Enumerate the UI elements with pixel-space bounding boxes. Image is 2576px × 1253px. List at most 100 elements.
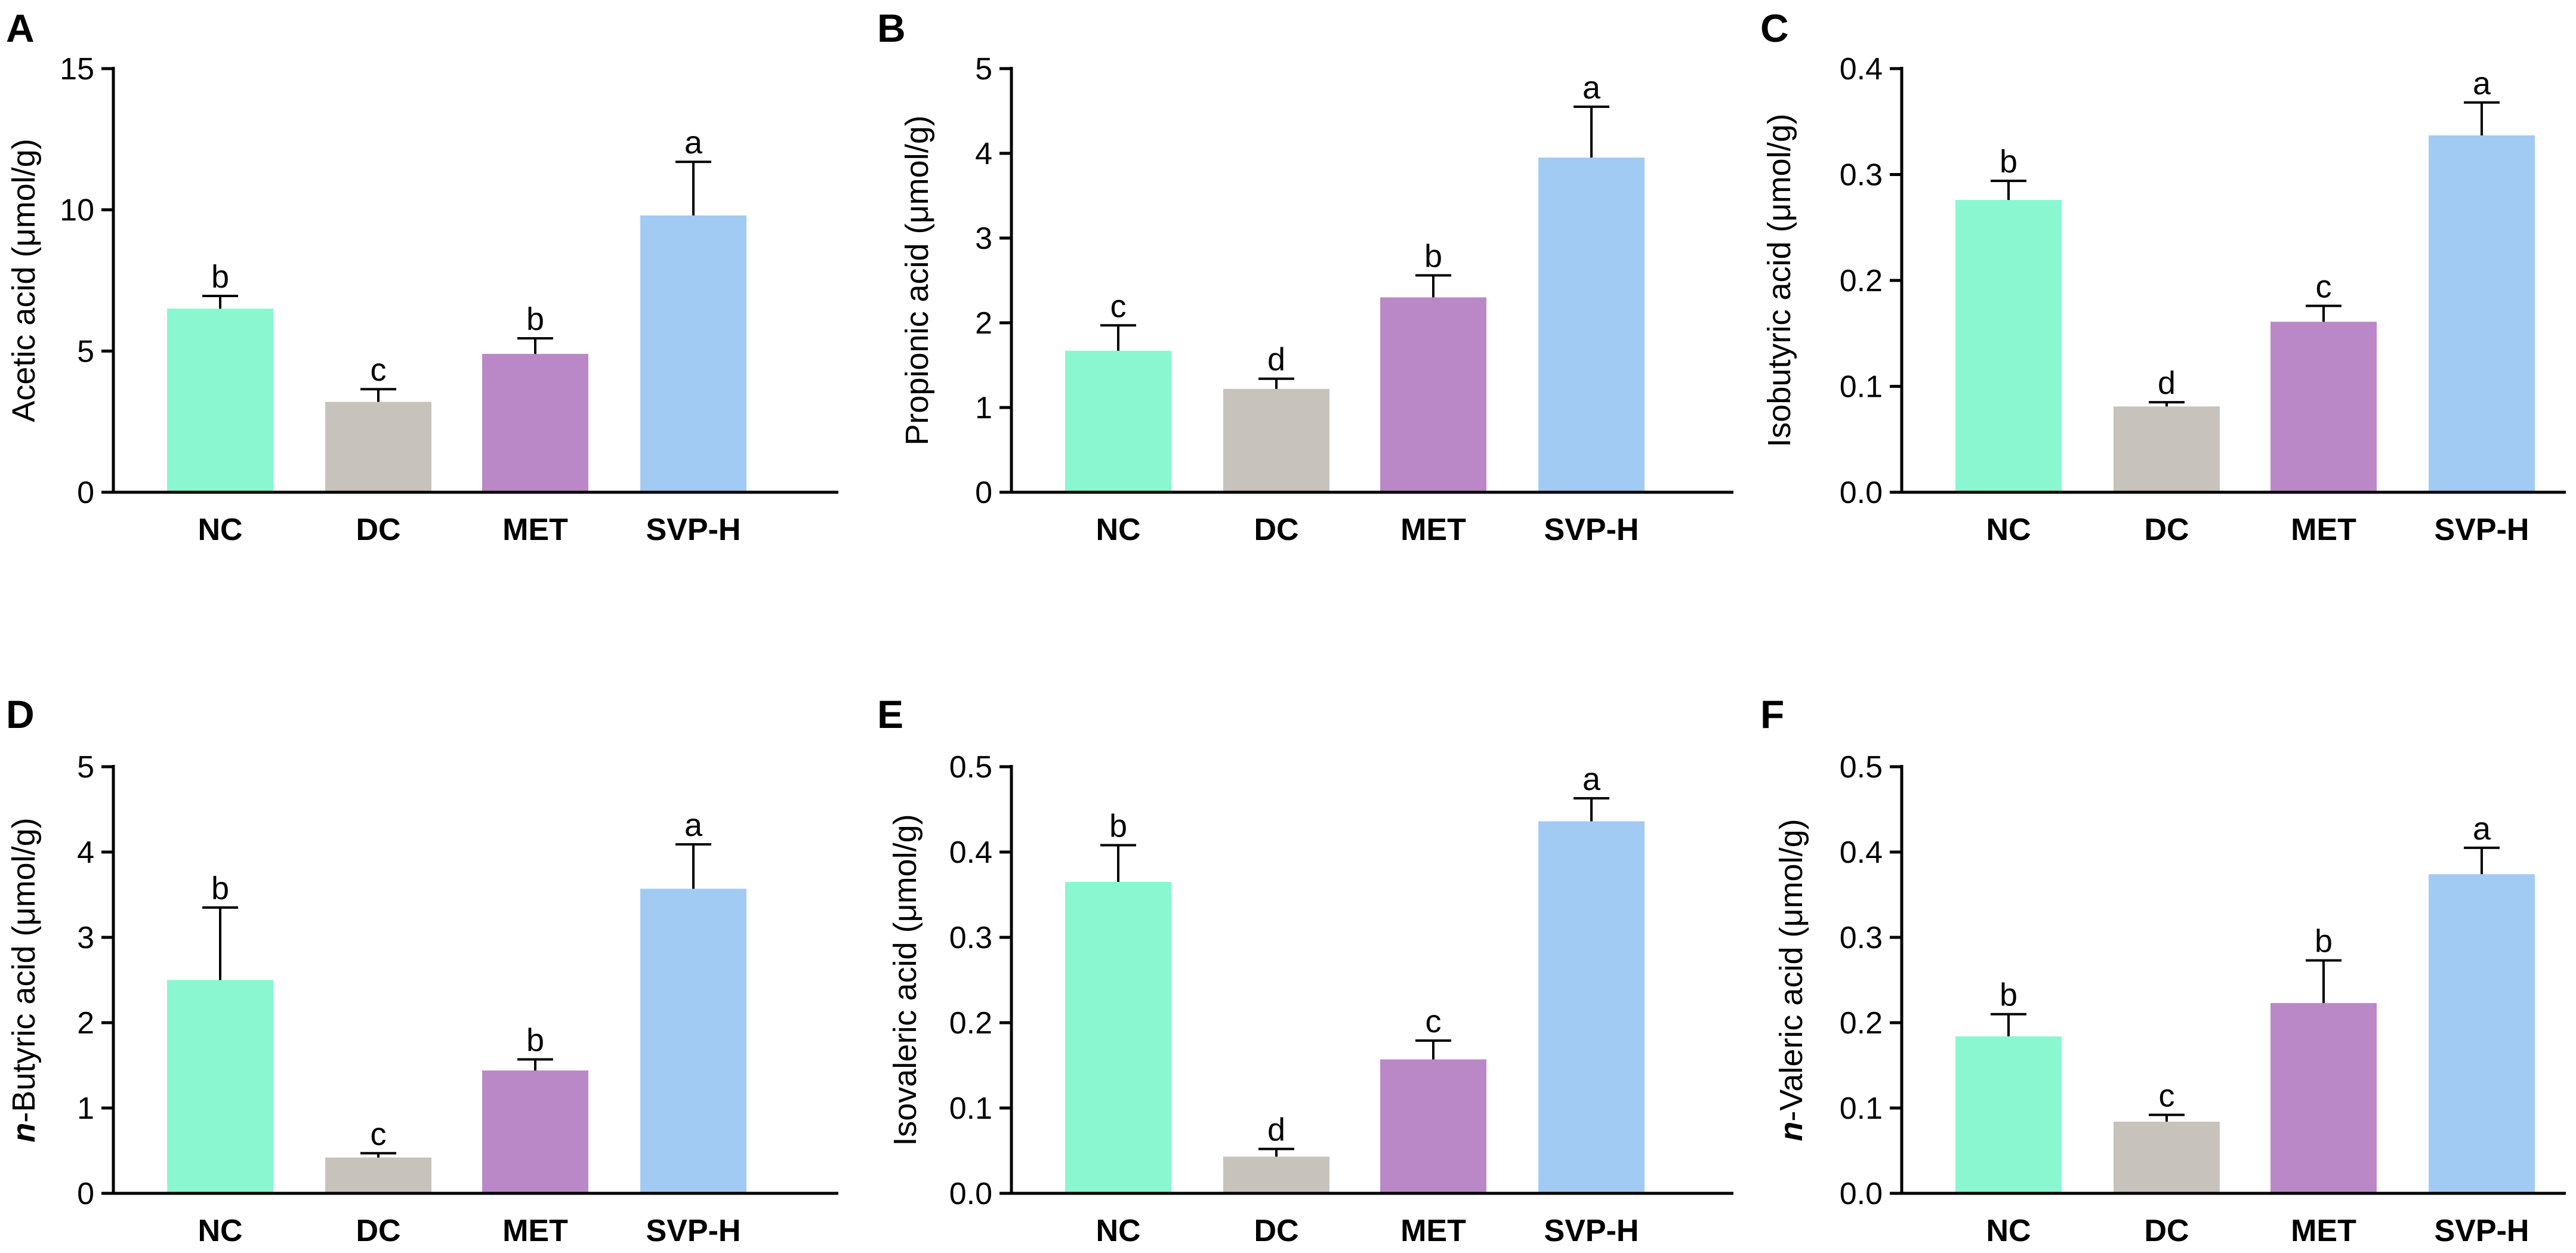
y-axis-label: n-Valeric acid (μmol/g) — [1773, 819, 1809, 1141]
bar-dc — [1223, 388, 1329, 492]
x-tick-label: MET — [2291, 513, 2356, 547]
y-axis-label-text: Propionic acid (μmol/g) — [899, 115, 935, 445]
y-axis-label: Acetic acid (μmol/g) — [6, 138, 42, 422]
y-tick-label: 15 — [60, 52, 94, 87]
x-tick-label: MET — [1400, 513, 1466, 547]
error-bar-dc — [360, 1152, 396, 1158]
significance-letter: c — [2159, 1078, 2175, 1113]
x-tick-label: NC — [1986, 1214, 2031, 1248]
x-tick-label: NC — [1096, 1214, 1140, 1248]
y-tick-label: 3 — [77, 921, 94, 955]
error-bar-svp-h — [2464, 101, 2500, 135]
error-bar-dc — [2149, 1113, 2185, 1122]
y-tick-label: 1 — [77, 1091, 94, 1126]
x-tick-label: MET — [502, 513, 568, 547]
y-axis-label: Isovaleric acid (μmol/g) — [887, 814, 923, 1146]
y-tick-label: 0.3 — [1840, 158, 1883, 193]
significance-letter: b — [2000, 144, 2017, 180]
significance-letter: a — [1582, 70, 1601, 106]
error-bar-dc — [2149, 401, 2185, 407]
error-bar-met — [1415, 274, 1451, 298]
significance-letter: a — [684, 125, 703, 161]
bar-met — [2270, 1003, 2377, 1193]
y-tick-label: 0.3 — [949, 921, 992, 955]
y-tick-label: 0.1 — [1840, 370, 1883, 405]
x-tick-label: SVP-H — [646, 1214, 741, 1248]
bar-nc — [1065, 350, 1171, 492]
error-bar-nc — [1100, 324, 1136, 351]
x-tick-label: DC — [356, 513, 400, 547]
x-tick-label: MET — [1400, 1214, 1466, 1248]
y-tick-label: 0.0 — [949, 1177, 992, 1211]
x-tick-label: NC — [1096, 513, 1140, 547]
bar-svp-h — [1538, 158, 1645, 493]
y-tick-label: 0.4 — [1840, 835, 1883, 870]
error-bar-svp-h — [675, 843, 711, 889]
y-tick-label: 0.0 — [1840, 1177, 1883, 1211]
significance-letter: d — [1267, 342, 1285, 378]
x-tick-label: SVP-H — [2435, 1214, 2529, 1248]
y-axis-label-prefix: n — [6, 1123, 42, 1143]
error-bar-nc — [202, 295, 238, 309]
y-tick-label: 0.1 — [949, 1091, 992, 1126]
x-tick-label: MET — [502, 1214, 568, 1248]
bar-dc — [2114, 406, 2220, 492]
panel-letter: E — [877, 692, 903, 736]
y-tick-label: 0.2 — [949, 1006, 992, 1041]
panel-F: Fn-Valeric acid (μmol/g) b NC c DC b MET a SVP-H… — [1760, 692, 2566, 1248]
y-axis-label-text: -Butyric acid (μmol/g) — [6, 817, 42, 1122]
bar-dc — [325, 1157, 431, 1193]
bar-svp-h — [640, 215, 746, 492]
bar-met — [482, 1070, 588, 1193]
y-tick-label: 3 — [975, 221, 992, 256]
bar-met — [1380, 1059, 1486, 1193]
y-tick-label: 2 — [975, 306, 992, 341]
significance-letter: a — [1582, 761, 1601, 797]
bar-dc — [325, 402, 431, 492]
panel-letter: D — [6, 692, 35, 736]
bar-nc — [167, 980, 273, 1193]
error-bar-met — [517, 337, 553, 354]
y-tick-label: 10 — [60, 193, 94, 228]
y-axis-label-text: Acetic acid (μmol/g) — [6, 138, 42, 422]
x-tick-label: SVP-H — [1544, 513, 1639, 547]
significance-letter: c — [1426, 1004, 1442, 1039]
significance-letter: c — [1110, 288, 1127, 324]
bar-dc — [2114, 1121, 2220, 1193]
error-bar-dc — [360, 388, 396, 402]
bar-svp-h — [640, 888, 746, 1193]
significance-letter: a — [2473, 811, 2491, 847]
y-tick-label: 0.5 — [949, 750, 992, 785]
y-axis-label-prefix: n — [1773, 1122, 1809, 1141]
y-axis-label: Propionic acid (μmol/g) — [899, 115, 935, 445]
significance-letter: b — [2000, 977, 2017, 1013]
x-tick-label: SVP-H — [646, 513, 741, 547]
y-tick-label: 0 — [77, 1177, 94, 1211]
x-tick-label: NC — [1986, 513, 2031, 547]
panel-letter: F — [1760, 692, 1784, 736]
significance-letter: c — [371, 1116, 387, 1152]
panel-D: Dn-Butyric acid (μmol/g) b NC c DC b MET a SVP-H… — [6, 692, 838, 1248]
error-bar-nc — [202, 906, 238, 980]
panel-B: B Propionic acid (μmol/g) c NC d DC b MET a SVP-H… — [877, 6, 1733, 547]
x-tick-label: DC — [1254, 1214, 1298, 1248]
significance-letter: b — [2315, 924, 2333, 959]
significance-letter: a — [684, 807, 703, 843]
x-tick-label: MET — [2291, 1214, 2356, 1248]
x-tick-label: DC — [356, 1214, 400, 1248]
y-tick-label: 4 — [975, 137, 992, 171]
x-tick-label: NC — [198, 1214, 242, 1248]
significance-letter: c — [371, 352, 387, 388]
error-bar-nc — [1100, 844, 1136, 882]
error-bar-met — [1415, 1039, 1451, 1060]
significance-letter: b — [1424, 238, 1442, 274]
y-tick-label: 0.4 — [1840, 52, 1883, 87]
y-tick-label: 4 — [77, 835, 94, 870]
y-axis-label-text: Isobutyric acid (μmol/g) — [1761, 113, 1797, 447]
significance-letter: b — [526, 1022, 544, 1058]
y-tick-label: 1 — [975, 391, 992, 425]
error-bar-nc — [1991, 180, 2026, 200]
y-tick-label: 0.1 — [1840, 1091, 1883, 1126]
bar-met — [1380, 297, 1486, 492]
